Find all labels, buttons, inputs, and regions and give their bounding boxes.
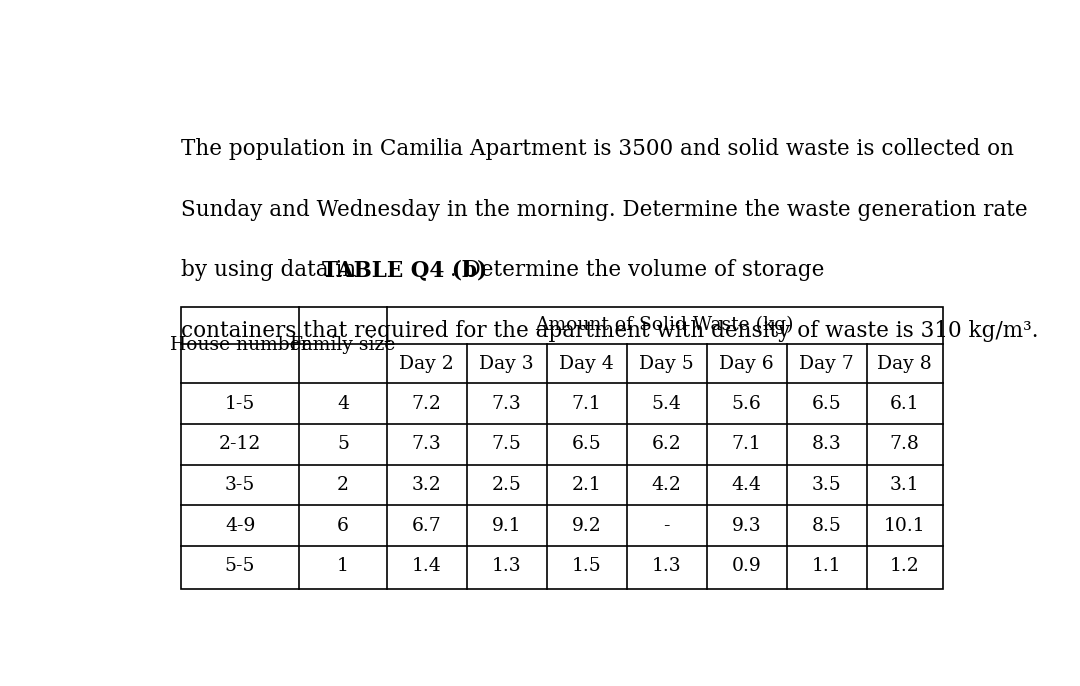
Text: 8.5: 8.5	[811, 517, 841, 535]
Text: 1.1: 1.1	[812, 558, 841, 576]
Text: 1: 1	[337, 558, 349, 576]
Text: Sunday and Wednesday in the morning. Determine the waste generation rate: Sunday and Wednesday in the morning. Det…	[181, 198, 1028, 220]
Text: 2.5: 2.5	[491, 476, 522, 494]
Text: Day 5: Day 5	[639, 355, 694, 372]
Text: 7.2: 7.2	[411, 394, 442, 413]
Text: 6.5: 6.5	[571, 436, 602, 453]
Text: by using data in: by using data in	[181, 259, 363, 281]
Text: 6.7: 6.7	[411, 517, 442, 535]
Text: 1.3: 1.3	[652, 558, 681, 576]
Text: 6: 6	[337, 517, 349, 535]
Text: 4.4: 4.4	[731, 476, 761, 494]
Text: 4-9: 4-9	[225, 517, 255, 535]
Text: House number: House number	[171, 336, 310, 354]
Text: 2.1: 2.1	[571, 476, 602, 494]
Text: Amount of Solid Waste (kg): Amount of Solid Waste (kg)	[536, 316, 794, 335]
Text: 3.5: 3.5	[812, 476, 841, 494]
Text: . Determine the volume of storage: . Determine the volume of storage	[450, 259, 824, 281]
Text: 4: 4	[337, 394, 349, 413]
Text: 0.9: 0.9	[731, 558, 761, 576]
Text: 7.1: 7.1	[731, 436, 761, 453]
Text: TABLE Q4 (b): TABLE Q4 (b)	[322, 259, 487, 281]
Text: 7.5: 7.5	[491, 436, 522, 453]
Text: 5-5: 5-5	[225, 558, 255, 576]
Text: 6.1: 6.1	[890, 394, 919, 413]
Text: 9.1: 9.1	[491, 517, 522, 535]
Text: 8.3: 8.3	[812, 436, 841, 453]
Text: 4.2: 4.2	[651, 476, 681, 494]
Text: The population in Camilia Apartment is 3500 and solid waste is collected on: The population in Camilia Apartment is 3…	[181, 138, 1014, 160]
Text: 9.2: 9.2	[571, 517, 602, 535]
Text: 9.3: 9.3	[732, 517, 761, 535]
Text: 2-12: 2-12	[219, 436, 261, 453]
Text: 7.8: 7.8	[890, 436, 919, 453]
Text: 5: 5	[337, 436, 349, 453]
Text: 1.4: 1.4	[411, 558, 442, 576]
Text: Day 4: Day 4	[559, 355, 615, 372]
Text: 7.3: 7.3	[411, 436, 442, 453]
Text: 3-5: 3-5	[225, 476, 255, 494]
Text: Day 7: Day 7	[799, 355, 854, 372]
Text: Day 3: Day 3	[480, 355, 534, 372]
Text: 1.5: 1.5	[571, 558, 602, 576]
Text: 3.2: 3.2	[411, 476, 442, 494]
Text: 5.4: 5.4	[651, 394, 681, 413]
Text: -: -	[663, 517, 670, 535]
Text: 7.1: 7.1	[571, 394, 602, 413]
Text: 1.2: 1.2	[890, 558, 919, 576]
Text: 6.2: 6.2	[651, 436, 681, 453]
Text: 6.5: 6.5	[812, 394, 841, 413]
Text: Day 6: Day 6	[719, 355, 774, 372]
Text: Day 8: Day 8	[877, 355, 932, 372]
Text: 1.3: 1.3	[491, 558, 522, 576]
Text: Day 2: Day 2	[400, 355, 454, 372]
Text: 7.3: 7.3	[491, 394, 522, 413]
Text: containers that required for the apartment with density of waste is 310 kg/m³.: containers that required for the apartme…	[181, 320, 1039, 342]
Text: 10.1: 10.1	[883, 517, 926, 535]
Bar	[181, 307, 943, 589]
Text: 3.1: 3.1	[890, 476, 919, 494]
Text: Family size: Family size	[291, 336, 395, 354]
Text: 5.6: 5.6	[731, 394, 761, 413]
Text: 2: 2	[337, 476, 349, 494]
Text: 1-5: 1-5	[225, 394, 255, 413]
